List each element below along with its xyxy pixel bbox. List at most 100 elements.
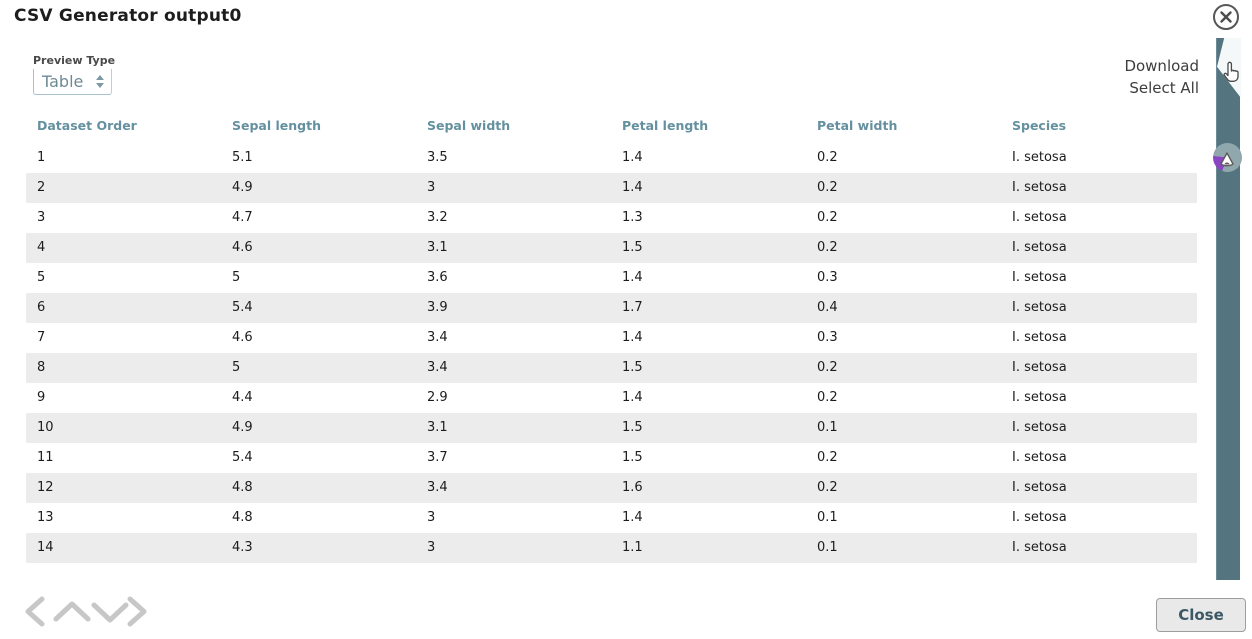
table-cell: I. setosa [1012, 150, 1067, 165]
table-cell: 1.4 [622, 390, 643, 405]
table-cell: 3.5 [427, 150, 448, 165]
table-row[interactable]: 1 5.1 3.5 1.4 0.2 I. setosa [26, 143, 1197, 173]
table-cell: 1.1 [622, 540, 643, 555]
table-cell: I. setosa [1012, 300, 1067, 315]
table-cell: 5.4 [232, 300, 253, 315]
table-cell: 0.2 [817, 150, 838, 165]
chevron-up-icon[interactable] [53, 601, 91, 622]
table-cell: 3 [37, 210, 46, 225]
table-cell: 14 [37, 540, 54, 555]
table-cell: 3.4 [427, 480, 448, 495]
table-cell: 1.5 [622, 360, 643, 375]
table-cell: 4.7 [232, 210, 253, 225]
table-row[interactable]: 4 4.6 3.1 1.5 0.2 I. setosa [26, 233, 1197, 263]
table-cell: 3.4 [427, 360, 448, 375]
table-cell: 9 [37, 390, 46, 405]
table-cell: I. setosa [1012, 270, 1067, 285]
scrollbar-notch [1217, 38, 1241, 98]
table-cell: 3.6 [427, 270, 448, 285]
preview-type-select[interactable]: Table [33, 69, 112, 95]
table-cell: 1.7 [622, 300, 643, 315]
preview-type-label: Preview Type [33, 54, 116, 67]
column-header: Species [1012, 118, 1067, 133]
chevron-down-icon[interactable] [91, 602, 129, 623]
table-cell: 2 [37, 180, 46, 195]
table-cell: 0.1 [817, 540, 838, 555]
table-cell: 0.2 [817, 240, 838, 255]
table-cell: 1.4 [622, 330, 643, 345]
column-header: Petal width [817, 118, 898, 133]
table-row[interactable]: 6 5.4 3.9 1.7 0.4 I. setosa [26, 293, 1197, 323]
table-cell: 5 [37, 270, 46, 285]
collaborator-avatar [1213, 143, 1242, 172]
table-cell: 3.7 [427, 450, 448, 465]
table-cell: 0.2 [817, 210, 838, 225]
close-button[interactable]: Close [1156, 598, 1246, 632]
table-cell: 1.4 [622, 150, 643, 165]
chevron-left-icon[interactable] [25, 596, 45, 627]
table-cell: I. setosa [1012, 450, 1067, 465]
table-cell: 0.2 [817, 180, 838, 195]
table-cell: 3.1 [427, 240, 448, 255]
data-table: Dataset Order Sepal length Sepal width Peta… [26, 114, 1197, 563]
scrollbar[interactable] [1216, 38, 1241, 580]
table-cell: 1.3 [622, 210, 643, 225]
table-cell: I. setosa [1012, 390, 1067, 405]
table-row[interactable]: 5 5 3.6 1.4 0.3 I. setosa [26, 263, 1197, 293]
table-row[interactable]: 11 5.4 3.7 1.5 0.2 I. setosa [26, 443, 1197, 473]
table-row[interactable]: 3 4.7 3.2 1.3 0.2 I. setosa [26, 203, 1197, 233]
table-row[interactable]: 8 5 3.4 1.5 0.2 I. setosa [26, 353, 1197, 383]
table-cell: 10 [37, 420, 54, 435]
table-cell: 4.8 [232, 510, 253, 525]
table-cell: 11 [37, 450, 54, 465]
download-link[interactable]: Download [1124, 57, 1199, 75]
table-row[interactable]: 14 4.3 3 1.1 0.1 I. setosa [26, 533, 1197, 563]
table-cell: I. setosa [1012, 330, 1067, 345]
table-row[interactable]: 7 4.6 3.4 1.4 0.3 I. setosa [26, 323, 1197, 353]
chevron-right-icon[interactable] [127, 596, 147, 627]
table-row[interactable]: 12 4.8 3.4 1.6 0.2 I. setosa [26, 473, 1197, 503]
table-cell: 0.2 [817, 360, 838, 375]
close-icon[interactable] [1212, 3, 1240, 31]
table-cell: 4 [37, 240, 46, 255]
table-cell: 1.6 [622, 480, 643, 495]
avatar-pin-icon [1220, 152, 1234, 167]
table-cell: 3.4 [427, 330, 448, 345]
table-cell: I. setosa [1012, 240, 1067, 255]
table-cell: 0.4 [817, 300, 838, 315]
select-all-link[interactable]: Select All [1129, 79, 1199, 97]
table-cell: 1.4 [622, 270, 643, 285]
table-cell: 0.2 [817, 480, 838, 495]
table-cell: 4.8 [232, 480, 253, 495]
column-header: Dataset Order [37, 118, 137, 133]
table-cell: 0.3 [817, 270, 838, 285]
table-cell: I. setosa [1012, 420, 1067, 435]
table-cell: I. setosa [1012, 360, 1067, 375]
preview-type-value: Table [42, 72, 84, 91]
table-row[interactable]: 2 4.9 3 1.4 0.2 I. setosa [26, 173, 1197, 203]
table-cell: I. setosa [1012, 180, 1067, 195]
page-title: CSV Generator output0 [14, 6, 242, 26]
table-cell: 3 [427, 510, 436, 525]
table-cell: I. setosa [1012, 480, 1067, 495]
column-header: Petal length [622, 118, 709, 133]
table-cell: 13 [37, 510, 54, 525]
table-row[interactable]: 10 4.9 3.1 1.5 0.1 I. setosa [26, 413, 1197, 443]
table-header-row: Dataset Order Sepal length Sepal width Peta… [26, 114, 1197, 143]
table-cell: 4.9 [232, 420, 253, 435]
table-row[interactable]: 13 4.8 3 1.4 0.1 I. setosa [26, 503, 1197, 533]
table-cell: 0.3 [817, 330, 838, 345]
table-cell: 0.2 [817, 390, 838, 405]
table-row[interactable]: 9 4.4 2.9 1.4 0.2 I. setosa [26, 383, 1197, 413]
column-header: Sepal width [427, 118, 511, 133]
table-cell: 1.5 [622, 240, 643, 255]
table-cell: I. setosa [1012, 540, 1067, 555]
table-cell: 5.1 [232, 150, 253, 165]
table-cell: 0.1 [817, 510, 838, 525]
table-cell: 1.4 [622, 510, 643, 525]
table-cell: I. setosa [1012, 210, 1067, 225]
table-body: 1 5.1 3.5 1.4 0.2 I. setosa 2 4.9 3 1.4 0.2 I. seto… [26, 143, 1197, 563]
table-cell: 6 [37, 300, 46, 315]
table-cell: 3.9 [427, 300, 448, 315]
